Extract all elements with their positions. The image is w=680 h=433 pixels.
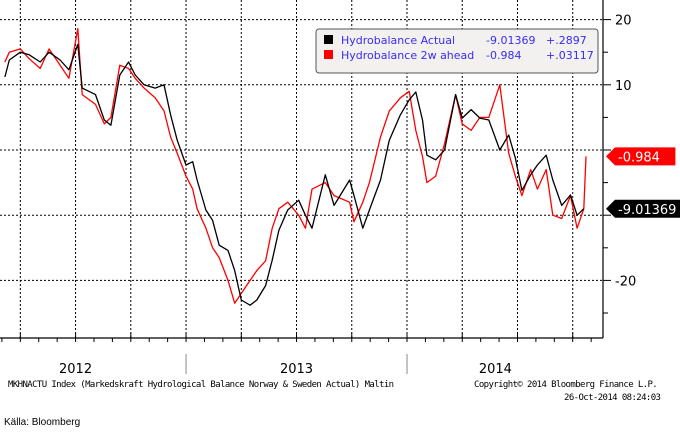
x-year-label: 2012	[59, 362, 92, 377]
last-value-text: -0.984	[618, 150, 660, 165]
y-tick-label: -20	[615, 274, 636, 289]
axes: 20 10 -20 2012 2013 2014	[0, 0, 636, 377]
legend: Hydrobalance Actual -9.01369 +.2897 Hydroba…	[315, 28, 599, 74]
x-year-label: 2013	[280, 362, 313, 377]
series-line-hydrobalance-2w-ahead	[4, 28, 587, 304]
last-value-tag	[606, 147, 676, 166]
legend-change-value: +.03117	[546, 49, 594, 62]
y-tick-label: 10	[615, 79, 632, 94]
timestamp: 26-Oct-2014 08:24:03	[564, 393, 661, 403]
copyright: Copyright© 2014 Bloomberg Finance L.P.	[474, 380, 658, 390]
index-description: MKHNACTU Index (Markedskraft Hydrologica…	[8, 380, 394, 390]
source-note: Källa: Bloomberg	[4, 417, 81, 428]
legend-series-name: Hydrobalance 2w ahead	[341, 49, 474, 62]
last-value-labels: -0.984 -9.01369	[606, 147, 680, 218]
series-lines	[4, 28, 587, 306]
legend-box	[315, 28, 599, 74]
last-value-tag	[606, 199, 680, 218]
y-tick-label: 20	[615, 14, 632, 29]
legend-series-name: Hydrobalance Actual	[341, 34, 455, 47]
legend-change-value: +.2897	[546, 34, 587, 47]
legend-last-value: -9.01369	[486, 34, 535, 47]
last-value-text: -9.01369	[618, 203, 676, 218]
legend-swatch	[324, 50, 333, 59]
series-line-hydrobalance-actual	[4, 43, 585, 306]
legend-swatch	[324, 35, 333, 44]
legend-last-value: -0.984	[486, 49, 521, 62]
x-year-label: 2014	[479, 362, 512, 377]
